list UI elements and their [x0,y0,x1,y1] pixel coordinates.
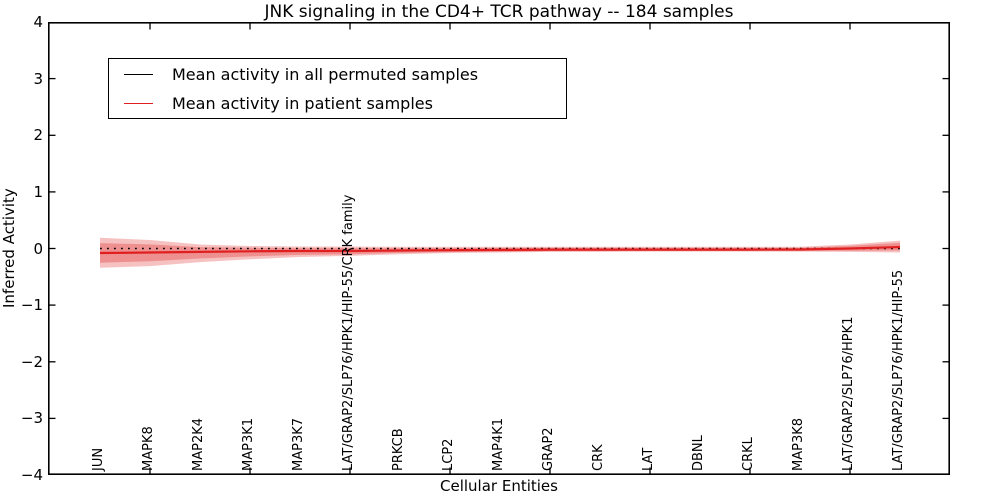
legend-line-permuted-icon [124,73,153,75]
chart-title: JNK signaling in the CD4+ TCR pathway --… [264,2,734,22]
series-line-1 [99,245,901,255]
x-category-label: CRK [591,444,606,471]
y-tick-label: 0 [33,239,43,258]
x-category-label: JUN [91,447,106,471]
patient-band-inner [100,242,900,263]
x-category-label: MAP3K7 [291,417,306,471]
y-tick-label: −2 [20,352,43,371]
y-tick-label: 4 [33,13,43,31]
y-tick-label: −4 [20,466,43,484]
x-category-label: MAP3K8 [791,417,806,471]
y-tick-label: 2 [33,126,43,145]
x-axis-label: Cellular Entities [440,477,558,495]
legend-label-patient: Mean activity in patient samples [172,93,433,113]
x-category-label: MAPK8 [141,426,156,471]
y-tick-label: 1 [33,182,43,201]
x-category-label: DBNL [691,435,706,471]
x-category-label: PRKCB [391,428,406,471]
y-tick-label: −3 [20,409,43,428]
x-category-label: LAT/GRAP2/SLP76/HPK1/HIP-55/CRK family [341,194,356,471]
y-tick-label: 3 [33,69,43,88]
legend: Mean activity in all permuted samples Me… [108,58,567,119]
y-tick-label: −1 [20,296,43,315]
legend-label-permuted: Mean activity in all permuted samples [172,64,479,84]
x-category-label: LAT [641,447,656,471]
x-category-label: GRAP2 [541,427,556,471]
x-category-label: LAT/GRAP2/SLP76/HPK1 [841,316,856,471]
x-category-label: MAP4K1 [491,417,506,471]
plot-canvas [48,22,950,475]
legend-entry-patient: Mean activity in patient samples [109,90,566,116]
plot-area: JUN MAPK8 MAP2K4 MAP3K1 MAP3K7 LAT/GRAP2/SLP7… [48,22,950,475]
axes-frame [48,22,950,475]
patient-band-outer [100,237,900,268]
x-category-label: LAT/GRAP2/SLP76/HPK1/HIP-55 [891,269,906,471]
x-category-label: LCP2 [441,438,456,471]
x-category-label: MAP3K1 [241,417,256,471]
x-category-label: CRKL [741,437,756,471]
x-category-label: MAP2K4 [191,417,206,471]
legend-entry-permuted: Mean activity in all permuted samples [109,61,566,87]
legend-line-patient-icon [124,102,153,104]
